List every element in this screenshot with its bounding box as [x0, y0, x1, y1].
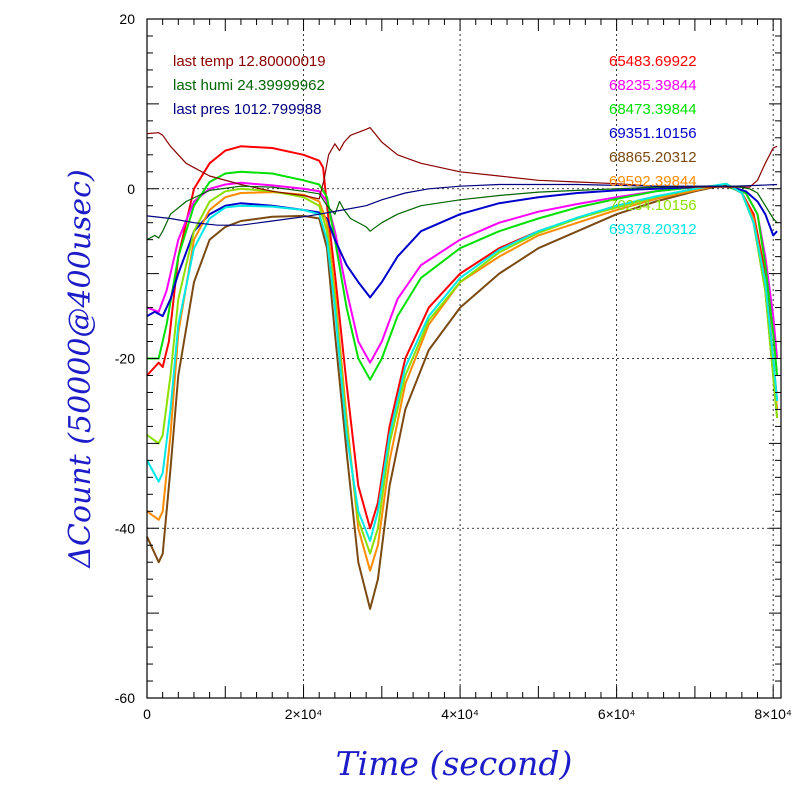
- annotation-right: 65483.69922 68235.39844 68473.39844 69351.1…: [609, 53, 697, 238]
- x-axis-title: Time (second): [336, 744, 573, 783]
- y-tick-label: -60: [115, 690, 135, 706]
- annotation-left-entry: last temp 12.80000019: [173, 53, 326, 70]
- x-tick-label: 0: [143, 706, 151, 722]
- annotation-left-entry: last humi 24.39999962: [173, 77, 325, 94]
- series-lines: [146, 127, 779, 610]
- axis-ticks: [146, 18, 781, 699]
- annotation-right-entry: 68473.39844: [609, 101, 697, 118]
- y-tick-label: -40: [115, 520, 135, 536]
- y-axis-title: ΔCount (50000@400usec): [63, 169, 98, 568]
- y-tick-label: 20: [119, 11, 135, 27]
- annotation-right-entry: 70234.10156: [609, 197, 697, 214]
- tick-labels: 0 2×10⁴ 4×10⁴ 6×10⁴ 8×10⁴ 20 0 -20 -40 -60: [115, 11, 792, 722]
- annotation-right-entry: 69351.10156: [609, 125, 697, 142]
- annotation-left-entry: last pres 1012.799988: [173, 101, 321, 118]
- x-tick-label: 6×10⁴: [598, 706, 636, 722]
- series-line-11: [146, 183, 778, 226]
- series-line-9: [146, 127, 778, 200]
- annotation-right-entry: 68235.39844: [609, 77, 697, 94]
- annotation-right-entry: 69378.20312: [609, 221, 697, 238]
- x-tick-label: 2×10⁴: [285, 706, 323, 722]
- x-tick-label: 8×10⁴: [754, 706, 792, 722]
- y-tick-label: -20: [115, 351, 135, 367]
- annotation-right-entry: 69592.39844: [609, 173, 697, 190]
- x-tick-label: 4×10⁴: [441, 706, 479, 722]
- annotation-right-entry: 65483.69922: [609, 53, 697, 70]
- y-tick-label: 0: [127, 181, 135, 197]
- annotation-right-entry: 68865.20312: [609, 149, 697, 166]
- annotation-left: last temp 12.80000019 last humi 24.399999…: [173, 53, 326, 118]
